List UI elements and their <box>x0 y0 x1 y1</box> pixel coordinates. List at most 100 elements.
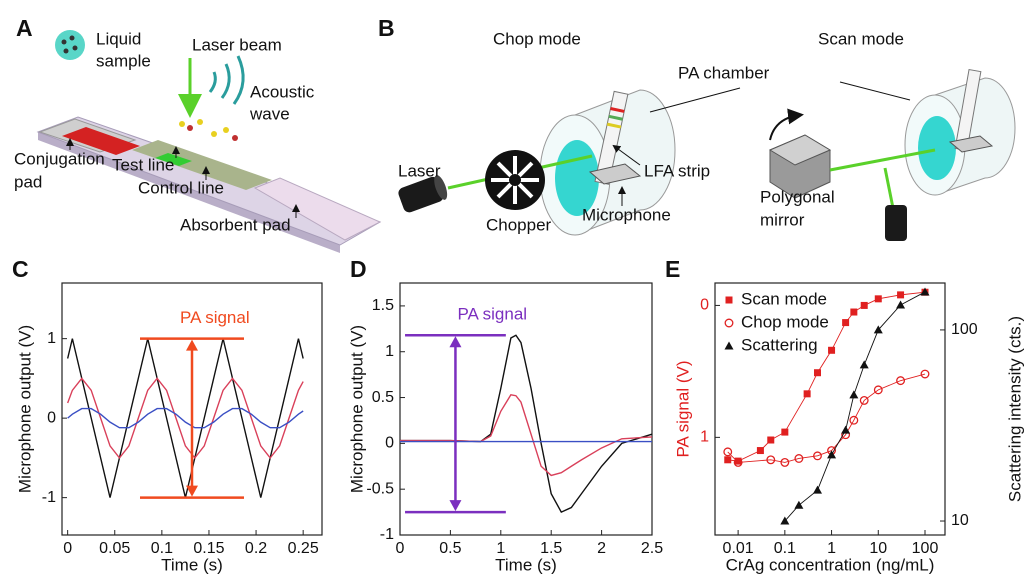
panel-label: E <box>665 256 680 282</box>
marker <box>781 428 789 436</box>
plot-frame <box>61 282 323 536</box>
x-tick-label: 0.2 <box>245 540 267 557</box>
annotation-text: PA signal <box>180 308 250 327</box>
arrow-head <box>449 336 462 348</box>
series-line <box>400 334 653 513</box>
marker <box>794 500 804 509</box>
y-tick-label: 1.5 <box>372 297 394 314</box>
x-tick-label: 0.1 <box>151 540 173 557</box>
diagram-label: PA chamber <box>678 63 770 82</box>
marker <box>812 485 822 494</box>
marker <box>920 369 930 379</box>
x-tick-label: 0.01 <box>723 540 754 557</box>
series-line <box>67 407 304 429</box>
marker <box>813 451 822 461</box>
plot-frame <box>399 282 653 536</box>
annotation-text: PA signal <box>457 305 527 324</box>
panel-label: C <box>12 256 29 282</box>
x-tick-label: 0.5 <box>439 540 461 557</box>
diagram-label: Absorbent pad <box>180 215 291 234</box>
y2-tick-label: 10 <box>951 512 969 529</box>
diagram-label: Acoustic <box>250 82 315 101</box>
marker <box>842 319 850 327</box>
series-line <box>66 377 304 460</box>
diagram-label: LFA strip <box>644 161 710 180</box>
marker <box>766 455 776 465</box>
marker <box>828 346 836 354</box>
marker <box>874 295 882 303</box>
series-line <box>784 291 926 522</box>
marker <box>733 457 743 467</box>
diagram-label: pad <box>14 172 42 191</box>
marker <box>849 415 859 425</box>
diagram-label: Scan mode <box>818 29 904 48</box>
diagram-label: Control line <box>138 178 224 197</box>
legend-marker <box>724 318 734 328</box>
panel-label: B <box>378 15 395 41</box>
plot-frame <box>714 282 946 536</box>
x-tick-label: 2 <box>597 540 606 557</box>
panel-label: A <box>16 15 33 41</box>
x-tick-label: 1 <box>496 540 505 557</box>
x-tick-label: 1 <box>827 540 836 557</box>
x-tick-label: 0.1 <box>774 540 796 557</box>
diagram-label: Conjugation <box>14 149 105 168</box>
marker <box>813 369 821 377</box>
y-tick-label: -0.5 <box>366 480 394 497</box>
y-tick-label: 1 <box>47 330 56 347</box>
diagram-label: Chopper <box>486 215 552 234</box>
x-axis-title: CrAg concentration (ng/mL) <box>726 555 935 574</box>
diagram-label: Microphone <box>582 205 671 224</box>
marker <box>724 456 732 464</box>
x-tick-label: 100 <box>912 540 939 557</box>
x-tick-label: 0.05 <box>99 540 130 557</box>
marker <box>780 516 790 525</box>
legend-marker <box>724 341 734 350</box>
y-axis-title: Microphone output (V) <box>347 325 366 493</box>
marker <box>794 454 804 463</box>
x-tick-label: 1.5 <box>540 540 562 557</box>
y2-tick-label: 100 <box>951 321 978 338</box>
marker <box>723 447 733 457</box>
marker <box>859 360 869 369</box>
y-tick-label: 1 <box>385 343 394 360</box>
marker <box>767 436 775 444</box>
diagram-label: mirror <box>760 210 805 229</box>
y-axis-title: PA signal (V) <box>673 360 692 457</box>
y-tick-label: -1 <box>42 489 56 506</box>
marker <box>827 450 837 459</box>
x-tick-label: 0.15 <box>193 540 224 557</box>
marker <box>897 291 905 299</box>
x-tick-label: 0.25 <box>288 540 319 557</box>
y-tick-label: 0 <box>47 409 56 426</box>
arrow-head <box>449 500 462 512</box>
marker <box>873 385 883 395</box>
marker <box>859 395 869 405</box>
legend-label: Chop mode <box>741 312 829 331</box>
x-tick-label: 2.5 <box>641 540 663 557</box>
x-tick-label: 0 <box>63 540 72 557</box>
marker <box>850 308 858 316</box>
x-tick-label: 10 <box>869 540 887 557</box>
diagram-label: Laser beam <box>192 35 282 54</box>
marker <box>849 390 859 399</box>
y-axis-title: Microphone output (V) <box>15 325 34 493</box>
marker <box>780 457 790 467</box>
marker <box>803 390 811 398</box>
x-axis-title: Time (s) <box>495 555 557 574</box>
marker <box>756 447 764 455</box>
x-tick-label: 0 <box>396 540 405 557</box>
marker <box>896 376 906 386</box>
diagram-label: Chop mode <box>493 29 581 48</box>
legend-marker <box>725 296 733 304</box>
arrow-head <box>186 339 198 351</box>
marker <box>920 287 930 296</box>
marker <box>873 325 883 334</box>
diagram-label: Liquid <box>96 29 141 48</box>
y2-axis-title: Scattering intensity (cts.) <box>1005 316 1024 502</box>
y-tick-label: 0 <box>700 297 709 314</box>
series-line <box>66 338 304 498</box>
marker <box>734 457 742 465</box>
y-tick-label: 1 <box>700 429 709 446</box>
